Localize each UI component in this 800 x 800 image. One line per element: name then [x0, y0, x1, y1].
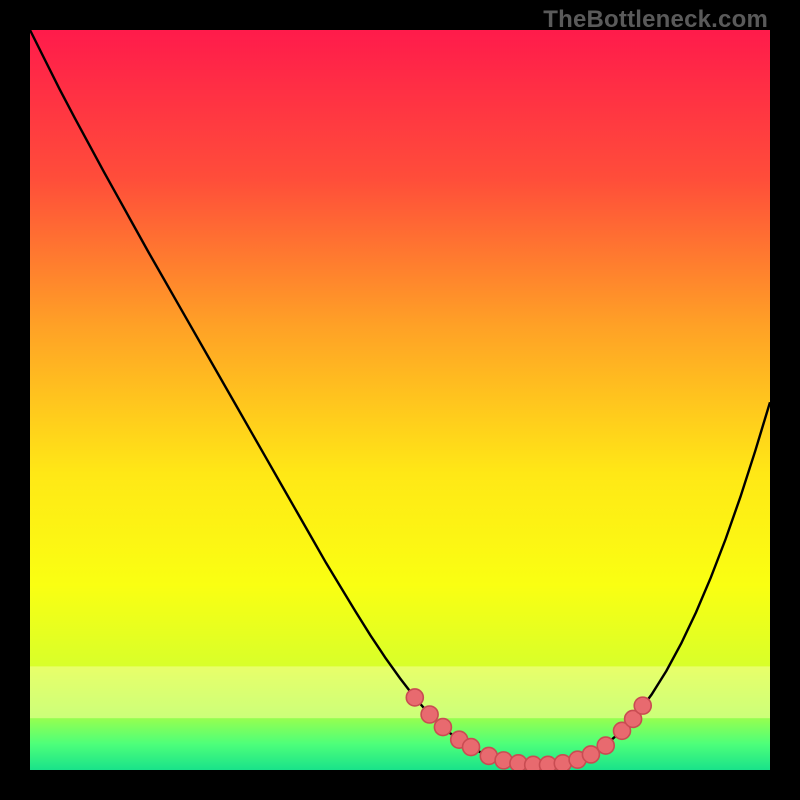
chart-frame: TheBottleneck.com: [0, 0, 800, 800]
data-marker: [434, 719, 451, 736]
data-marker: [634, 697, 651, 714]
highlight-band: [30, 666, 770, 718]
data-marker: [463, 739, 480, 756]
data-marker: [495, 752, 512, 769]
plot-area: [30, 30, 770, 770]
data-marker: [582, 746, 599, 763]
gradient-background: [30, 30, 770, 770]
data-marker: [597, 737, 614, 754]
data-marker: [406, 689, 423, 706]
data-marker: [421, 706, 438, 723]
bottleneck-curve-chart: [30, 30, 770, 770]
